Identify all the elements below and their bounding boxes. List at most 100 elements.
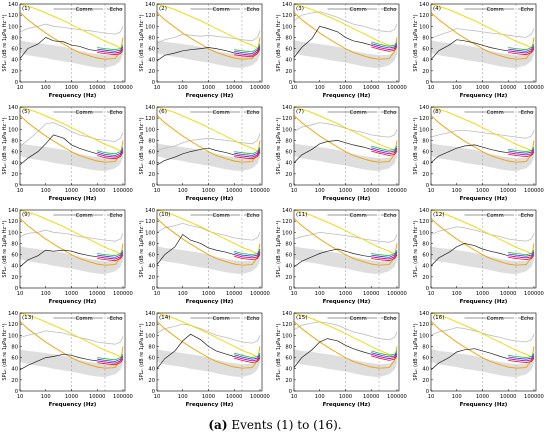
chart-panel: 0 20 40 60 80 100 120 140 10 100 1000 10000 100000 Fr…	[139, 2, 270, 99]
x-axis-label: Frequency (Hz)	[460, 196, 508, 202]
x-tick-label: 100000	[387, 394, 407, 400]
magenta-line	[508, 356, 535, 362]
green-line	[97, 249, 124, 257]
echo-band-label: Echo	[521, 213, 534, 219]
plot-area	[157, 313, 261, 391]
y-tick-label: 20	[148, 69, 155, 75]
x-tick-label: 10	[428, 291, 435, 297]
y-tick-label: 60	[11, 150, 18, 156]
y-tick-label: 80	[11, 241, 18, 247]
orange-audiogram-line	[157, 115, 261, 163]
plot-area	[431, 4, 535, 82]
echo-band-label: Echo	[110, 213, 123, 219]
comm-band-label: Comm	[213, 110, 230, 116]
red-line	[97, 358, 124, 366]
blue-line	[97, 251, 124, 258]
chart-panel: 0 20 40 60 80 100 120 140 10 100 1000 10000 100000 Fr…	[139, 105, 270, 202]
y-tick-label: 120	[419, 13, 429, 19]
red-line	[97, 254, 124, 262]
panel-label: (1)	[22, 6, 30, 12]
x-axis-label: Frequency (Hz)	[323, 93, 371, 99]
noise-max-line	[431, 327, 535, 343]
orange-audiogram-line	[20, 115, 124, 163]
caption-tag: (a)	[208, 418, 228, 432]
y-tick-label: 40	[422, 367, 429, 373]
figure-caption: (a) Events (1) to (16).	[0, 418, 550, 432]
y-tick-label: 80	[11, 138, 18, 144]
y-tick-label: 140	[419, 208, 429, 214]
comm-band-label: Comm	[350, 7, 367, 13]
y-tick-label: 120	[282, 322, 292, 328]
echo-band-label: Echo	[521, 110, 534, 116]
red-line	[371, 46, 398, 52]
orange-audiogram-line	[431, 12, 535, 60]
y-axis-label: SPLₘ (dB re 1μPa Hz⁻¹)	[139, 14, 145, 71]
x-axis-label: Frequency (Hz)	[49, 299, 97, 305]
y-tick-label: 60	[285, 356, 292, 362]
y-axis-label: SPLₘ (dB re 1μPa Hz⁻¹)	[413, 323, 419, 380]
ambient-band	[431, 246, 534, 275]
x-tick-label: 100	[178, 291, 188, 297]
x-tick-label: 100000	[113, 85, 133, 91]
chart-panel: 0 20 40 60 80 100 120 140 10 100 1000 10000 100000 Fr…	[2, 208, 133, 305]
magenta-line	[371, 253, 398, 260]
comm-band-label: Comm	[76, 316, 93, 322]
comm-band-label: Comm	[350, 213, 367, 219]
y-tick-label: 100	[282, 127, 292, 133]
noise-max-line	[20, 23, 124, 35]
comm-band-label: Comm	[213, 213, 230, 219]
plot-area	[20, 4, 124, 82]
yellow-line	[20, 107, 124, 154]
y-tick-label: 0	[426, 80, 429, 86]
red-line	[371, 150, 398, 156]
x-tick-label: 100000	[250, 85, 270, 91]
y-tick-label: 40	[148, 58, 155, 64]
x-axis-label: Frequency (Hz)	[460, 93, 508, 99]
x-tick-label: 10000	[363, 394, 380, 400]
y-tick-label: 0	[426, 286, 429, 292]
yellow-line	[20, 313, 124, 360]
red-line	[97, 151, 124, 160]
caption-text: Events (1) to (16).	[231, 418, 342, 432]
magenta-line	[97, 357, 124, 364]
yellow-line	[157, 107, 261, 154]
comm-band-label: Comm	[76, 110, 93, 116]
y-tick-label: 120	[419, 116, 429, 122]
x-tick-label: 100000	[524, 85, 544, 91]
y-tick-label: 120	[8, 219, 18, 225]
echo-band-label: Echo	[384, 213, 397, 219]
x-tick-label: 10000	[363, 188, 380, 194]
y-axis-label: SPLₘ (dB re 1μPa Hz⁻¹)	[139, 220, 145, 277]
magenta-line	[371, 353, 398, 360]
panel-label: (3)	[296, 6, 304, 12]
y-tick-label: 80	[285, 344, 292, 350]
y-tick-label: 80	[422, 344, 429, 350]
yellow-line	[20, 210, 124, 257]
y-tick-label: 80	[11, 35, 18, 41]
noise-max-line	[431, 28, 535, 39]
x-tick-label: 10000	[226, 394, 243, 400]
x-axis-label: Frequency (Hz)	[186, 299, 234, 305]
y-tick-label: 40	[148, 367, 155, 373]
x-tick-label: 100	[41, 85, 51, 91]
echo-band-label: Echo	[247, 213, 260, 219]
y-axis-label: SPLₘ (dB re 1μPa Hz⁻¹)	[2, 323, 8, 380]
x-tick-label: 10000	[500, 188, 517, 194]
y-tick-label: 60	[422, 253, 429, 259]
panel-label: (11)	[296, 212, 307, 218]
x-tick-label: 100	[178, 85, 188, 91]
x-tick-label: 10	[428, 394, 435, 400]
y-tick-label: 40	[422, 161, 429, 167]
y-tick-label: 140	[419, 311, 429, 317]
x-tick-label: 100	[315, 85, 325, 91]
y-tick-label: 140	[419, 105, 429, 111]
x-tick-label: 100	[41, 188, 51, 194]
chart-panel: 0 20 40 60 80 100 120 140 10 100 1000 10000 100000 Fr…	[413, 208, 544, 305]
chart-panel: 0 20 40 60 80 100 120 140 10 100 1000 10000 100000 Fr…	[2, 311, 133, 408]
y-tick-label: 40	[11, 264, 18, 270]
y-tick-label: 100	[419, 127, 429, 133]
plot-frame	[19, 3, 126, 83]
comm-band-label: Comm	[350, 110, 367, 116]
x-tick-label: 10	[154, 85, 161, 91]
plot-frame	[19, 106, 126, 186]
